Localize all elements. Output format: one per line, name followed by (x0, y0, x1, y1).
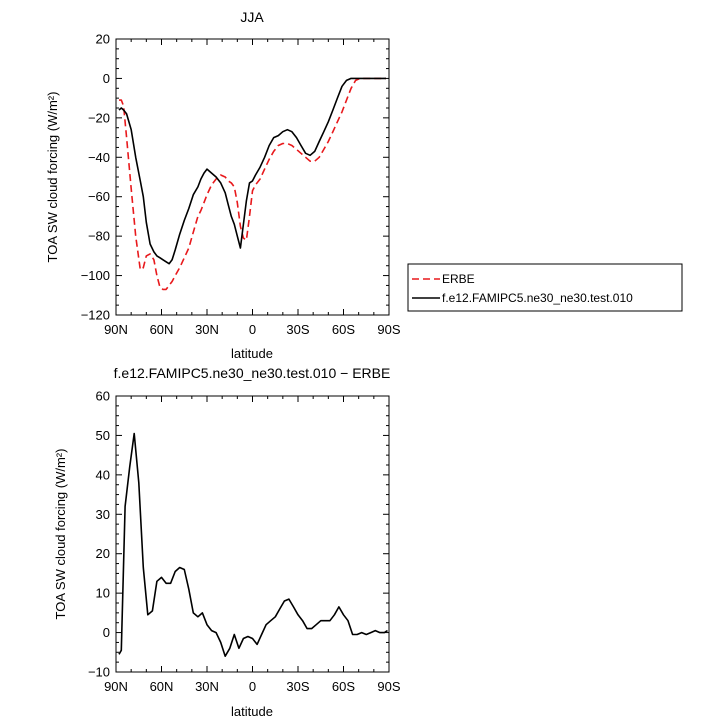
legend-box (407, 263, 683, 312)
top-chart-title: JJA (240, 9, 264, 25)
bottom-ytick-label: 0 (103, 625, 110, 640)
bottom-xtick-label: 60S (332, 679, 355, 694)
bottom-y-axis-label: TOA SW cloud forcing (W/m²) (53, 449, 68, 620)
top-series-line-f-e12-famipc5-ne30-ne30-test-010 (118, 77, 386, 265)
bottom-x-axis-label: latitude (231, 704, 273, 719)
bottom-ytick-label: 30 (96, 507, 110, 522)
top-x-axis-label: latitude (231, 346, 273, 361)
bottom-xtick-label: 30N (195, 679, 219, 694)
top-ytick-label: 0 (103, 71, 110, 86)
top-panel: JJA −120 −100 −80 −60 −40 −20 0 20 90N 60N 30N 0 30… (45, 9, 401, 361)
top-ytick-label: −100 (81, 268, 110, 283)
bottom-xtick-label: 0 (249, 679, 256, 694)
bottom-xtick-label: 30S (286, 679, 309, 694)
top-xtick-label: 90N (104, 322, 128, 337)
top-ytick-label: −60 (88, 189, 110, 204)
bottom-ytick-label: 10 (96, 586, 110, 601)
top-axis-ticks (115, 38, 390, 316)
top-ytick-label: −120 (81, 308, 110, 323)
top-xtick-label: 30S (286, 322, 309, 337)
bottom-panel: f.e12.FAMIPC5.ne30_ne30.test.010 − ERBE … (53, 365, 401, 719)
bottom-axis-ticks (115, 395, 390, 673)
bottom-xtick-label: 90N (104, 679, 128, 694)
top-series-line-erbe (119, 77, 386, 291)
bottom-ytick-label: 50 (96, 428, 110, 443)
legend: ERBE f.e12.FAMIPC5.ne30_ne30.test.010 (407, 263, 683, 312)
bottom-series-group (118, 432, 388, 658)
top-ytick-label: −20 (88, 110, 110, 125)
bottom-chart-title: f.e12.FAMIPC5.ne30_ne30.test.010 − ERBE (114, 365, 391, 381)
top-ytick-label: −40 (88, 150, 110, 165)
top-y-axis-label: TOA SW cloud forcing (W/m²) (45, 92, 60, 263)
bottom-xtick-label: 60N (150, 679, 174, 694)
bottom-ytick-label: 60 (96, 389, 110, 404)
top-xtick-label: 60S (332, 322, 355, 337)
bottom-ytick-label: 20 (96, 546, 110, 561)
top-xtick-label: 0 (249, 322, 256, 337)
legend-label-erbe: ERBE (442, 272, 475, 286)
legend-label-model: f.e12.FAMIPC5.ne30_ne30.test.010 (442, 291, 633, 305)
bottom-x-tick-labels: 90N 60N 30N 0 30S 60S 90S (104, 679, 401, 694)
top-xtick-label: 60N (150, 322, 174, 337)
top-xtick-label: 30N (195, 322, 219, 337)
top-ytick-label: −80 (88, 229, 110, 244)
bottom-xtick-label: 90S (377, 679, 400, 694)
top-ytick-label: 20 (96, 32, 110, 47)
top-xtick-label: 90S (377, 322, 400, 337)
bottom-series-line-difference (118, 432, 388, 658)
bottom-plot-frame (115, 395, 390, 673)
bottom-ytick-label: −10 (88, 665, 110, 680)
top-x-tick-labels: 90N 60N 30N 0 30S 60S 90S (104, 322, 401, 337)
bottom-y-tick-labels: −10 0 10 20 30 40 50 60 (88, 389, 110, 680)
top-y-tick-labels: −120 −100 −80 −60 −40 −20 0 20 (81, 32, 110, 323)
top-series-group (118, 77, 386, 291)
bottom-ytick-label: 40 (96, 467, 110, 482)
